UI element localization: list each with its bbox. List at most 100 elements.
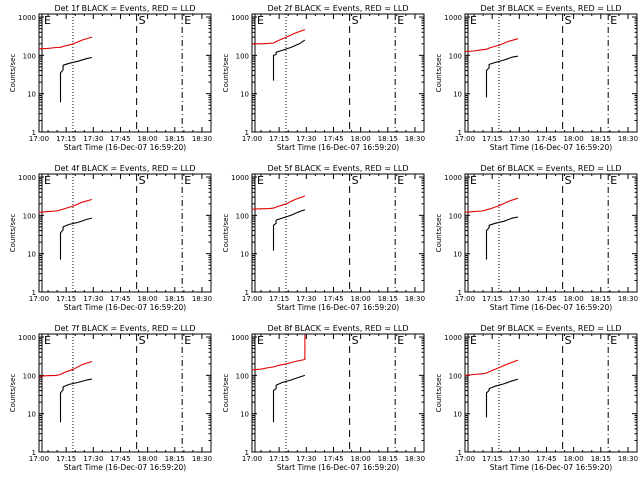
events-series-line bbox=[59, 56, 93, 103]
marker-label: E bbox=[470, 14, 477, 27]
y-tick-label: 100 bbox=[23, 212, 36, 220]
x-tick-label: 17:15 bbox=[269, 455, 289, 463]
x-tick-label: 18:00 bbox=[351, 295, 371, 303]
marker-label: E bbox=[610, 174, 617, 187]
lld-series-line bbox=[251, 334, 306, 371]
plot-frame bbox=[251, 173, 425, 293]
chart-title: Det 9f BLACK = Events, RED = LLD bbox=[480, 324, 621, 333]
marker-label: S bbox=[352, 14, 359, 27]
chart-title: Det 1f BLACK = Events, RED = LLD bbox=[54, 4, 195, 13]
x-tick-label: 17:30 bbox=[296, 455, 316, 463]
marker-label: E bbox=[44, 334, 51, 347]
x-tick-label: 18:30 bbox=[192, 295, 212, 303]
y-tick-label: 1000 bbox=[444, 334, 462, 342]
x-tick-label: 18:00 bbox=[351, 135, 371, 143]
y-tick-label: 10 bbox=[453, 411, 462, 419]
x-tick-label: 18:15 bbox=[591, 135, 611, 143]
y-tick-label: 10 bbox=[240, 251, 249, 259]
y-tick-label: 1 bbox=[458, 289, 462, 297]
lld-series-line bbox=[464, 359, 519, 376]
y-axis-label: Counts/sec bbox=[222, 214, 230, 253]
y-tick-label: 100 bbox=[236, 52, 249, 60]
x-tick-label: 17:00 bbox=[455, 295, 475, 303]
events-series-line bbox=[272, 39, 306, 81]
y-tick-label: 1 bbox=[245, 289, 249, 297]
marker-label: S bbox=[139, 334, 146, 347]
marker-label: E bbox=[397, 334, 404, 347]
events-series-line bbox=[485, 55, 518, 98]
x-tick-label: 17:00 bbox=[242, 295, 262, 303]
events-series-line bbox=[272, 209, 306, 251]
x-tick-label: 18:00 bbox=[138, 295, 158, 303]
marker-label: E bbox=[610, 334, 617, 347]
chart-panel-1: Det 1f BLACK = Events, RED = LLD 17:00 17:… bbox=[9, 4, 212, 152]
x-tick-label: 17:30 bbox=[509, 455, 529, 463]
x-tick-label: 18:15 bbox=[165, 455, 185, 463]
marker-label: S bbox=[139, 14, 146, 27]
chart-panel-6: Det 6f BLACK = Events, RED = LLD 17:00 17:… bbox=[435, 164, 638, 312]
x-tick-label: 17:30 bbox=[83, 295, 103, 303]
x-tick-label: 18:15 bbox=[378, 295, 398, 303]
y-axis-label: Counts/sec bbox=[9, 374, 17, 413]
x-tick-label: 17:15 bbox=[482, 455, 502, 463]
x-tick-label: 17:15 bbox=[269, 135, 289, 143]
chart-panel-5: Det 5f BLACK = Events, RED = LLD 17:00 17:… bbox=[222, 164, 425, 312]
x-axis-label: Start Time (16-Dec-07 16:59:20) bbox=[490, 143, 612, 152]
y-axis-label: Counts/sec bbox=[222, 54, 230, 93]
marker-label: E bbox=[257, 14, 264, 27]
x-tick-label: 18:15 bbox=[165, 295, 185, 303]
x-tick-label: 17:00 bbox=[29, 135, 49, 143]
x-tick-label: 17:45 bbox=[110, 135, 130, 143]
x-tick-label: 17:15 bbox=[482, 135, 502, 143]
x-tick-label: 17:15 bbox=[56, 135, 76, 143]
marker-label: E bbox=[470, 174, 477, 187]
x-tick-label: 18:00 bbox=[564, 135, 584, 143]
marker-label: S bbox=[139, 174, 146, 187]
x-tick-label: 18:30 bbox=[192, 135, 212, 143]
y-tick-label: 1000 bbox=[231, 14, 249, 22]
x-tick-label: 17:30 bbox=[296, 135, 316, 143]
x-tick-label: 18:00 bbox=[564, 295, 584, 303]
y-tick-label: 1000 bbox=[18, 334, 36, 342]
events-series-line bbox=[59, 217, 93, 260]
y-axis-label: Counts/sec bbox=[222, 374, 230, 413]
marker-label: S bbox=[565, 174, 572, 187]
chart-panel-2: Det 2f BLACK = Events, RED = LLD 17:00 17:… bbox=[222, 4, 425, 152]
y-tick-label: 100 bbox=[449, 372, 462, 380]
x-tick-label: 17:45 bbox=[110, 295, 130, 303]
y-axis-label: Counts/sec bbox=[9, 54, 17, 93]
chart-panel-3: Det 3f BLACK = Events, RED = LLD 17:00 17:… bbox=[435, 4, 638, 152]
x-tick-label: 17:30 bbox=[83, 455, 103, 463]
plot-frame bbox=[464, 13, 638, 133]
y-tick-label: 100 bbox=[236, 212, 249, 220]
y-tick-label: 1 bbox=[458, 129, 462, 137]
x-tick-label: 18:15 bbox=[165, 135, 185, 143]
y-tick-label: 10 bbox=[453, 91, 462, 99]
marker-label: E bbox=[44, 174, 51, 187]
x-axis-label: Start Time (16-Dec-07 16:59:20) bbox=[277, 463, 399, 472]
chart-title: Det 6f BLACK = Events, RED = LLD bbox=[480, 164, 621, 173]
events-series-line bbox=[59, 378, 92, 423]
x-tick-label: 17:15 bbox=[269, 295, 289, 303]
y-tick-label: 1 bbox=[458, 449, 462, 457]
y-tick-label: 1 bbox=[245, 129, 249, 137]
y-tick-label: 1 bbox=[32, 289, 36, 297]
x-axis-label: Start Time (16-Dec-07 16:59:20) bbox=[490, 303, 612, 312]
x-tick-label: 17:45 bbox=[323, 135, 343, 143]
x-tick-label: 17:45 bbox=[536, 295, 556, 303]
marker-label: S bbox=[352, 334, 359, 347]
x-tick-label: 17:15 bbox=[56, 455, 76, 463]
y-tick-label: 1000 bbox=[444, 174, 462, 182]
plot-frame bbox=[38, 13, 212, 133]
x-tick-label: 17:45 bbox=[110, 455, 130, 463]
marker-label: S bbox=[565, 14, 572, 27]
x-tick-label: 17:30 bbox=[296, 295, 316, 303]
chart-panel-9: Det 9f BLACK = Events, RED = LLD 17:00 17:… bbox=[435, 324, 638, 472]
x-tick-label: 17:45 bbox=[536, 455, 556, 463]
y-tick-label: 1000 bbox=[18, 14, 36, 22]
x-tick-label: 17:00 bbox=[455, 455, 475, 463]
marker-label: E bbox=[257, 174, 264, 187]
events-series-line bbox=[485, 216, 518, 260]
x-tick-label: 17:15 bbox=[482, 295, 502, 303]
